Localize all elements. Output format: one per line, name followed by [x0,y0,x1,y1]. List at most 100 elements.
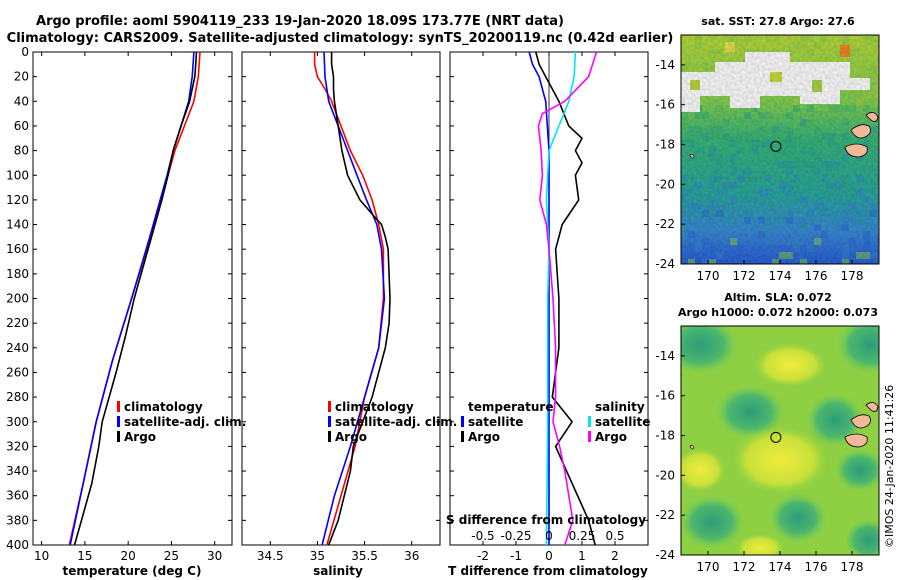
temperature-series [68,51,201,546]
salinity-panel: 34.5 35 35.5 36 salinity climatology satell… [241,51,457,578]
island-shape [689,445,695,450]
lat-tick-label: -16 [655,389,675,403]
y-tick-label: 80 [14,144,29,158]
x-tick-label: -2 [477,549,489,563]
legend-climatology: climatology [335,400,414,414]
lon-tick-label: 174 [769,269,792,283]
sla-field [681,326,879,555]
sla-low-blob [844,518,879,555]
lon-tick-label: 176 [805,269,828,283]
x-tick-label: 25 [164,549,179,563]
sla-high-blob [754,343,826,387]
island-shape [865,402,879,412]
x-tick-label: 35.5 [351,549,378,563]
y-tick-label: 40 [14,94,29,108]
lon-tick-label: 170 [697,560,720,574]
temperature-panel: 0 20 40 60 80 100 120 140 160 180 200 220 240 260 280 3… [6,45,246,578]
legend-swatch-satellite-adj [328,416,331,427]
lat-tick-label: -20 [655,468,675,482]
legend-temperature-heading: temperature [468,400,553,414]
lon-tick-label: 172 [733,269,756,283]
lon-tick-label: 176 [805,560,828,574]
legend-swatch-satellite-adj [117,416,120,427]
sla-high-blob [736,534,784,555]
island-shape [865,112,879,122]
legend-climatology: climatology [124,400,203,414]
lon-tick-label: 174 [769,560,792,574]
legend-s-satellite: satellite [595,415,650,429]
lat-tick-label: -16 [655,98,675,112]
legend-argo: Argo [335,430,367,444]
y-tick-label: 400 [6,538,29,552]
lat-tick-label: -14 [655,58,675,72]
sla-map-axes: 170 172 174 176 178 -14 -16 -18 -20 -22 -24 [655,349,863,574]
x-tick-label: 36 [404,549,419,563]
difference-legend: temperature satellite Argo salinity sate… [461,400,650,444]
legend-swatch-argo [117,431,120,442]
difference-xlabel-top: S difference from climatology [446,513,646,527]
island-shape [850,124,871,139]
legend-swatch-t-argo [461,431,464,442]
salinity-depth-ticks [242,51,440,546]
salinity-xlabel: salinity [313,564,363,578]
y-tick-label: 280 [6,390,29,404]
lon-tick-label: 178 [841,269,864,283]
island-shape [689,154,695,159]
lat-tick-label: -24 [655,257,675,271]
lat-tick-label: -22 [655,508,675,522]
y-tick-label: 20 [14,70,29,84]
legend-swatch-s-argo [588,431,591,442]
x-tick-label: 1 [578,549,586,563]
y-tick-label: 0 [21,45,29,59]
sla-high-blob [732,426,828,494]
temperature-axes-frame [32,51,233,546]
temperature-x-axis: 10 15 20 25 30 [34,52,222,563]
sst-map: sat. SST: 27.8 Argo: 27.6 170 172 174 176 17… [655,15,880,283]
top-tick-label: 0.25 [569,529,596,543]
lat-tick-label: -24 [655,548,675,562]
x-tick-label: 15 [77,549,92,563]
top-tick-label: 0 [545,529,553,543]
y-tick-label: 360 [6,489,29,503]
depth-axis: 0 20 40 60 80 100 120 140 160 180 200 220 240 260 280 3… [6,45,232,552]
sla-low-blob [834,448,879,492]
y-tick-label: 60 [14,119,29,133]
legend-t-argo: Argo [468,430,500,444]
sla-map-title: Altim. SLA: 0.072 [724,291,831,304]
salinity-line-2 [327,52,391,546]
sla-low-blob [805,392,865,448]
temperature-xlabel: temperature (deg C) [63,564,202,578]
lat-tick-label: -18 [655,429,675,443]
sst-field [681,35,879,264]
sla-low-blob [768,492,828,544]
y-tick-label: 320 [6,439,29,453]
lat-tick-label: -20 [655,177,675,191]
y-tick-label: 380 [6,513,29,527]
y-tick-label: 340 [6,464,29,478]
x-tick-label: 20 [121,549,136,563]
island-shape [850,414,871,429]
x-tick-label: 2 [611,549,619,563]
temperature-legend: climatology satellite-adj. clim. Argo [117,400,246,444]
top-tick-label: -0.5 [471,529,494,543]
legend-salinity-heading: salinity [595,400,645,414]
y-tick-label: 180 [6,267,29,281]
salinity-series [313,51,391,546]
salinity-line-1 [321,51,386,546]
difference-line-3 [537,51,598,546]
lon-tick-label: 170 [697,269,720,283]
sla-low-blob [681,494,746,550]
lon-tick-label: 172 [733,560,756,574]
lat-tick-label: -14 [655,349,675,363]
legend-satellite-adj: satellite-adj. clim. [124,415,246,429]
figure-title-line1: Argo profile: aoml 5904119_233 19-Jan-20… [36,14,564,29]
lat-tick-label: -18 [655,138,675,152]
y-tick-label: 260 [6,365,29,379]
lon-tick-label: 178 [841,560,864,574]
y-tick-label: 100 [6,168,29,182]
sst-map-title: sat. SST: 27.8 Argo: 27.6 [701,15,855,28]
legend-argo: Argo [124,430,156,444]
y-tick-label: 140 [6,218,29,232]
y-tick-label: 220 [6,316,29,330]
